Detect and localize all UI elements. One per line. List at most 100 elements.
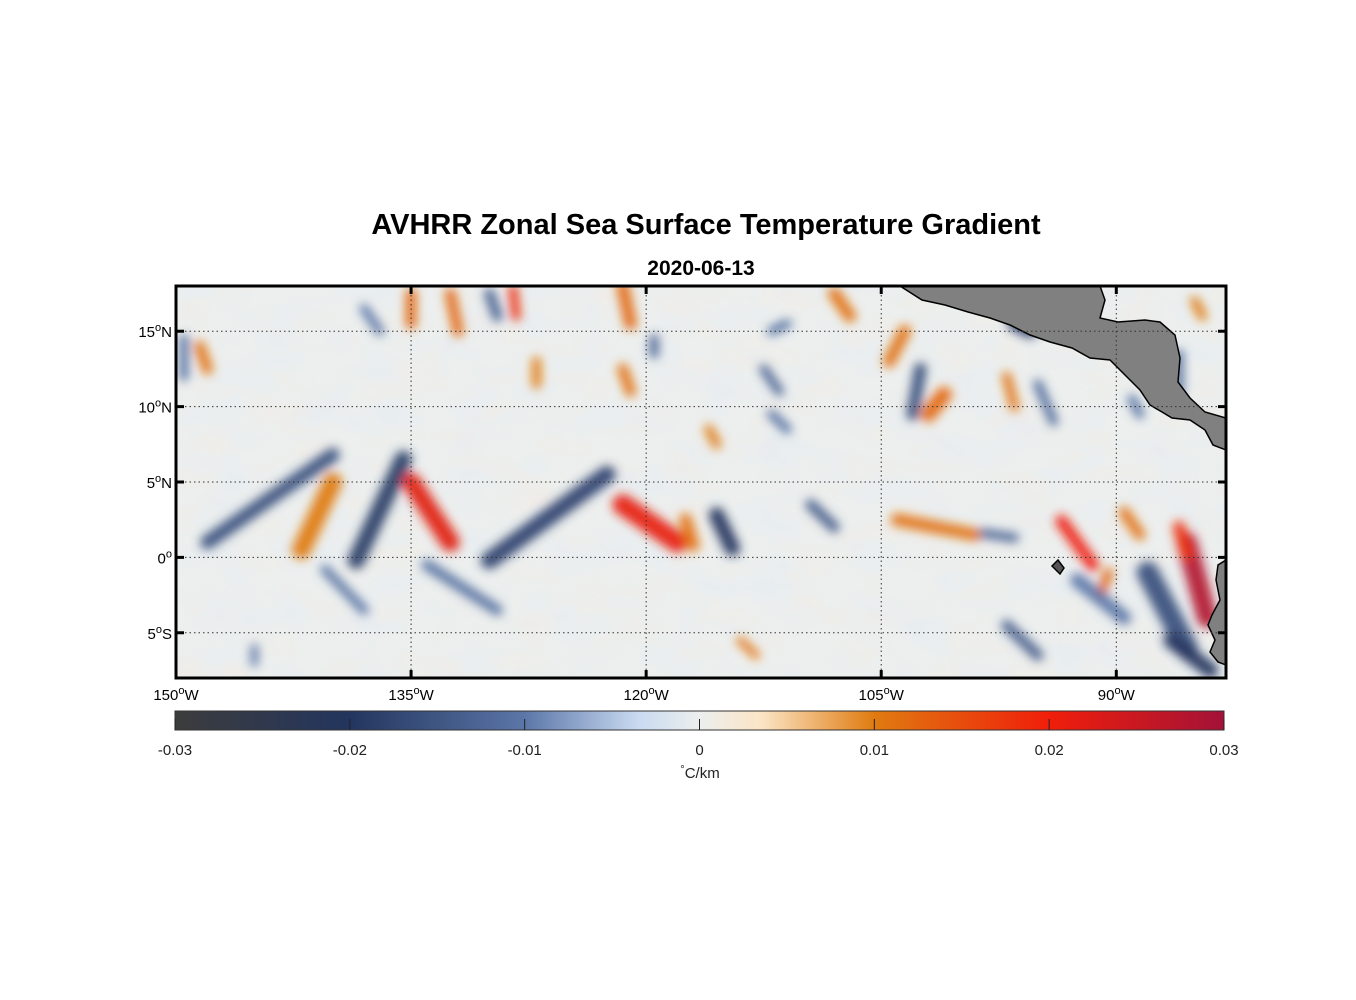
- colorbar-tick-label-6: 0.03: [1209, 742, 1238, 759]
- gradient-feature-22: [882, 324, 911, 368]
- gradient-feature-8: [708, 507, 741, 557]
- lat-label-1-degree-sign: o: [155, 398, 161, 410]
- lat-label-1-deg: 10: [138, 400, 155, 417]
- gradient-feature-42: [766, 318, 792, 336]
- gradient-feature-44: [766, 409, 792, 434]
- colorbar-unit-degree: °: [680, 764, 684, 776]
- lat-label-2-degree-sign: o: [155, 473, 161, 485]
- gradient-feature-2: [347, 450, 412, 570]
- colorbar-unit-text: C/km: [685, 765, 720, 782]
- gradient-feature-32: [194, 340, 213, 375]
- lon-label-2: 120oW: [623, 685, 669, 704]
- frame-ticks: [174, 286, 1226, 678]
- cool-noise-layer: [176, 286, 1226, 678]
- lat-label-0-degree-sign: o: [155, 322, 161, 334]
- gradient-feature-45: [736, 636, 760, 660]
- gradient-feature-5: [320, 564, 369, 615]
- lat-label-3-degree-sign: o: [166, 548, 172, 560]
- colorbar-tick-label-3: 0: [695, 742, 703, 759]
- gradient-feature-30: [483, 288, 503, 322]
- gradient-feature-18: [1136, 561, 1198, 659]
- gradient-feature-20: [1001, 619, 1044, 661]
- gradient-feature-4: [421, 559, 503, 616]
- lon-label-4-deg: 90: [1098, 687, 1115, 704]
- lat-label-4-hemi: S: [162, 626, 172, 643]
- gradient-feature-27: [1001, 371, 1020, 412]
- gradient-feature-13: [1055, 514, 1100, 572]
- lon-label-0-hemi: W: [184, 687, 199, 704]
- colorbar-ticks: [174, 719, 1225, 730]
- lat-label-4-degree-sign: o: [156, 624, 162, 636]
- lat-label-1-hemi: N: [161, 400, 172, 417]
- lat-label-2: 5oN: [147, 473, 172, 492]
- lon-label-3-deg: 105: [859, 687, 884, 704]
- land-south-america: [1207, 559, 1226, 666]
- gradient-feature-34: [359, 303, 385, 336]
- gradient-feature-17: [1172, 520, 1194, 561]
- lon-label-1-hemi: W: [420, 687, 435, 704]
- lat-label-2-hemi: N: [161, 475, 172, 492]
- gradient-feature-7: [612, 494, 688, 553]
- lat-label-3: 0o: [158, 548, 172, 567]
- lon-label-4-hemi: W: [1121, 687, 1136, 704]
- lon-label-4: 90oW: [1098, 685, 1136, 704]
- colorbar-tick-label-5: 0.02: [1035, 742, 1064, 759]
- gradient-feature-6: [480, 465, 616, 570]
- gradient-feature-9: [679, 513, 700, 552]
- colorbar-tick-label-1: -0.02: [333, 742, 367, 759]
- gradient-feature-39: [617, 363, 636, 398]
- lon-label-1-degree-sign: o: [413, 685, 419, 697]
- landmass-central-america: [898, 286, 1226, 666]
- colorbar: -0.03 -0.02 -0.01 0 0.01 0.02 0.03 °C/km: [158, 710, 1239, 782]
- gradient-feature-12: [978, 528, 1020, 543]
- lon-label-3-hemi: W: [890, 687, 905, 704]
- lon-label-0-deg: 150: [153, 687, 178, 704]
- gradient-feature-23: [920, 386, 952, 422]
- gradient-feature-15: [1118, 506, 1146, 541]
- gradient-feature-43: [704, 424, 722, 450]
- lat-label-0-hemi: N: [161, 324, 172, 341]
- gradient-features: [179, 286, 1219, 678]
- gradient-feature-29: [444, 288, 464, 337]
- lon-label-3: 105oW: [859, 685, 905, 704]
- colorbar-unit-label: °C/km: [680, 764, 719, 782]
- lon-label-1: 135oW: [388, 685, 434, 704]
- gradient-feature-49: [1189, 296, 1208, 321]
- lat-label-4: 5oS: [148, 624, 172, 643]
- gradient-feature-11: [890, 513, 982, 542]
- colorbar-tick-label-4: 0.01: [860, 742, 889, 759]
- lon-label-4-degree-sign: o: [1114, 685, 1120, 697]
- lat-label-1: 10oN: [138, 398, 172, 417]
- lon-label-2-degree-sign: o: [649, 685, 655, 697]
- gradient-feature-0: [200, 447, 340, 550]
- lon-label-2-deg: 120: [623, 687, 648, 704]
- gradient-feature-28: [1033, 379, 1059, 427]
- gradient-feature-41: [827, 287, 857, 323]
- lat-label-3-deg: 0: [158, 550, 166, 567]
- gradient-feature-31: [508, 286, 521, 321]
- lon-label-0-degree-sign: o: [178, 685, 184, 697]
- lon-label-1-deg: 135: [388, 687, 413, 704]
- lat-label-2-deg: 5: [147, 475, 155, 492]
- map-subtitle: 2020-06-13: [647, 257, 754, 280]
- gradient-feature-10: [805, 499, 840, 533]
- map-plot-area: [176, 286, 1226, 678]
- colorbar-tick-label-0: -0.03: [158, 742, 192, 759]
- gradient-feature-38: [758, 364, 785, 397]
- gradient-feature-19: [1163, 632, 1219, 678]
- lon-label-2-hemi: W: [655, 687, 670, 704]
- colorbar-tick-label-2: -0.01: [508, 742, 542, 759]
- lat-label-0-deg: 15: [138, 324, 155, 341]
- land-galapagos: [1050, 558, 1065, 576]
- lat-label-4-deg: 5: [148, 626, 156, 643]
- gradient-feature-1: [291, 472, 343, 560]
- lon-label-0: 150oW: [153, 685, 199, 704]
- gradient-feature-24: [906, 362, 927, 421]
- land-mexico-central-america: [898, 286, 1226, 451]
- lon-label-3-degree-sign: o: [884, 685, 890, 697]
- gradient-feature-36: [616, 286, 637, 330]
- lat-label-0: 15oN: [138, 322, 172, 341]
- map-title: AVHRR Zonal Sea Surface Temperature Grad…: [371, 209, 1041, 241]
